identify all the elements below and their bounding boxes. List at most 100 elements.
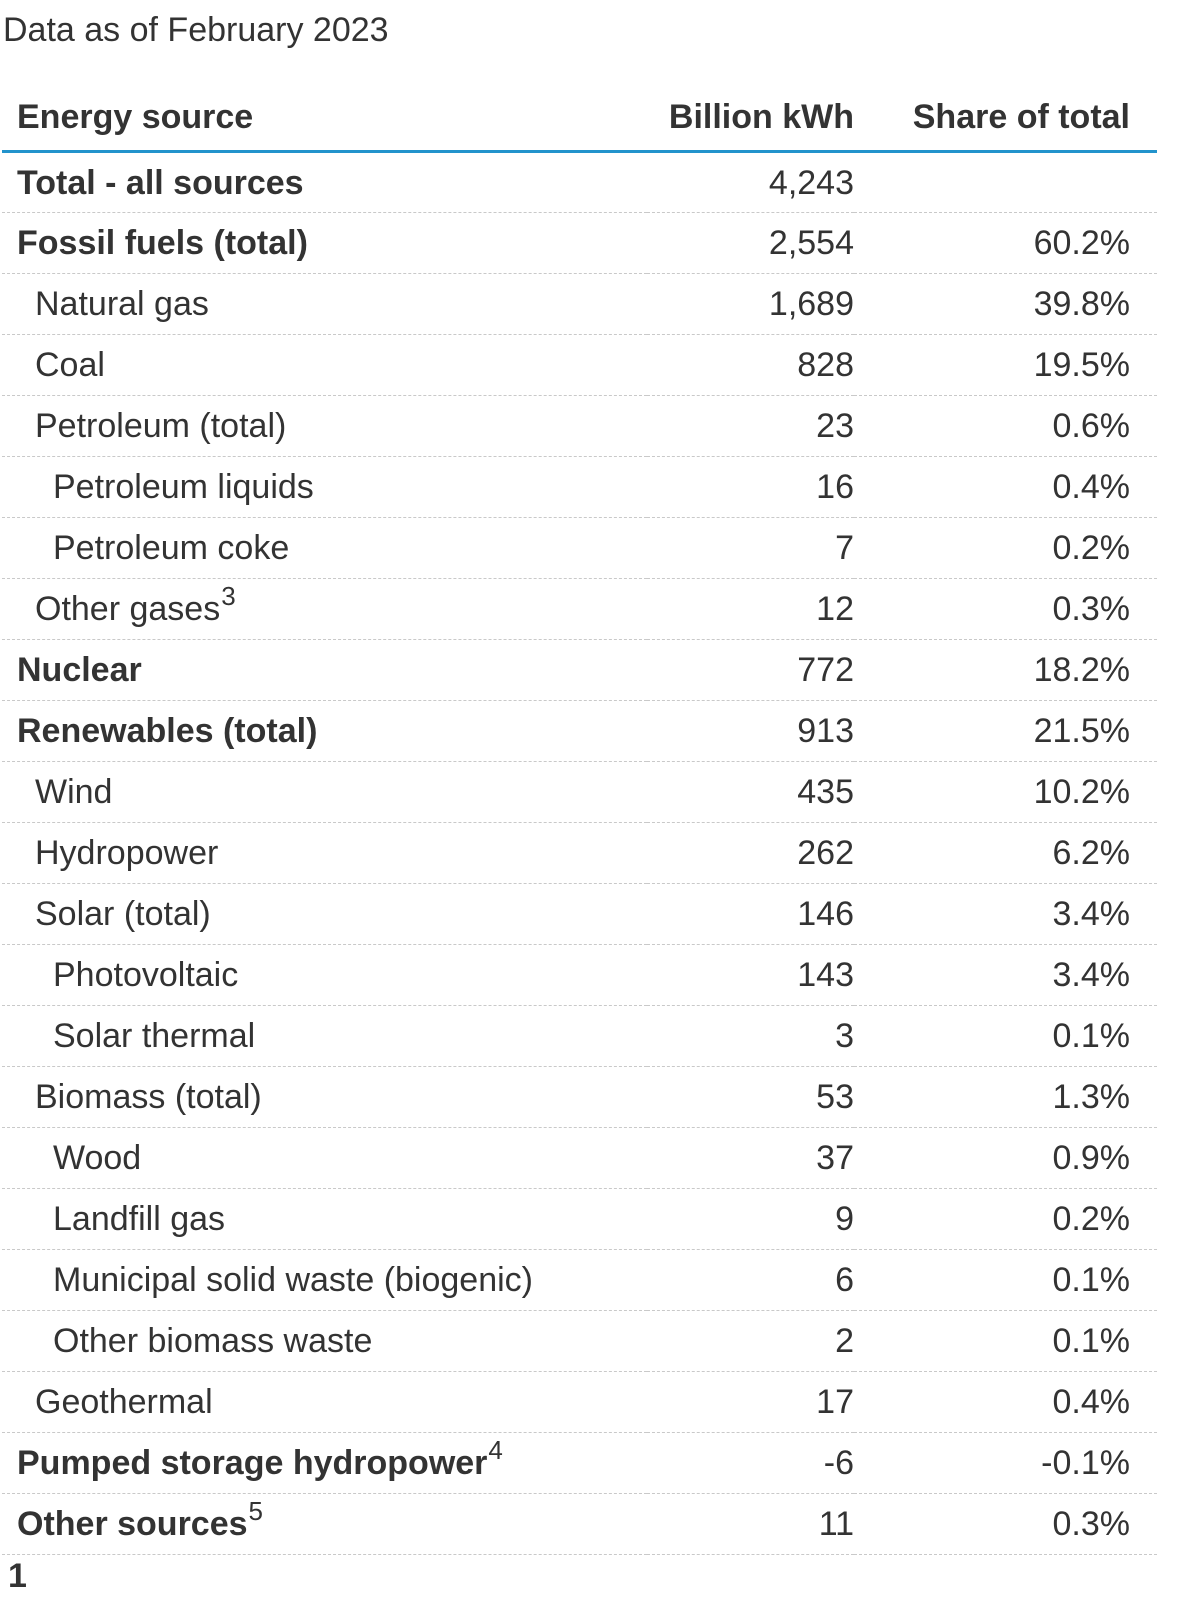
share-of-total-cell: 10.2% [854, 761, 1157, 823]
energy-source-cell: Petroleum (total) [2, 395, 647, 457]
footnote-ref: 3 [221, 580, 236, 611]
share-of-total-cell: 39.8% [854, 273, 1157, 335]
billion-kwh-cell: 7 [647, 517, 854, 579]
billion-kwh-cell: 9 [647, 1188, 854, 1250]
share-of-total-cell: 6.2% [854, 822, 1157, 884]
table-row: Petroleum (total) 23 0.6% [2, 395, 1157, 457]
billion-kwh-cell: 3 [647, 1005, 854, 1067]
energy-source-cell: Nuclear [2, 639, 647, 701]
col-header-energy-source: Energy source [2, 94, 647, 153]
billion-kwh-cell: 146 [647, 883, 854, 945]
generation-by-source-table: Energy source Billion kWh Share of total… [2, 94, 1157, 1555]
energy-source-cell: Petroleum coke [2, 517, 647, 579]
billion-kwh-cell: 11 [647, 1493, 854, 1555]
share-of-total-cell: 19.5% [854, 334, 1157, 396]
table-row: Hydropower 262 6.2% [2, 822, 1157, 884]
table-row: Petroleum liquids 16 0.4% [2, 456, 1157, 518]
table-row: Coal 828 19.5% [2, 334, 1157, 396]
table-row: Petroleum coke 7 0.2% [2, 517, 1157, 579]
table-row: Natural gas 1,689 39.8% [2, 273, 1157, 335]
share-of-total-cell: 1.3% [854, 1066, 1157, 1128]
billion-kwh-cell: 1,689 [647, 273, 854, 335]
billion-kwh-cell: 2 [647, 1310, 854, 1372]
billion-kwh-cell: 6 [647, 1249, 854, 1311]
share-of-total-cell: -0.1% [854, 1432, 1157, 1494]
footnote-ref: 5 [248, 1495, 263, 1526]
share-of-total-cell: 0.2% [854, 517, 1157, 579]
billion-kwh-cell: -6 [647, 1432, 854, 1494]
billion-kwh-cell: 828 [647, 334, 854, 396]
col-header-share-of-total: Share of total [854, 94, 1157, 153]
share-of-total-cell [854, 151, 1157, 213]
share-of-total-cell: 0.3% [854, 578, 1157, 640]
energy-source-cell: Biomass (total) [2, 1066, 647, 1128]
table-row: Other gases3 12 0.3% [2, 578, 1157, 640]
footnote-ref: 4 [488, 1434, 503, 1465]
energy-source-cell: Renewables (total) [2, 700, 647, 762]
energy-source-cell: Other biomass waste [2, 1310, 647, 1372]
energy-source-cell: Fossil fuels (total) [2, 212, 647, 274]
table-body: Total - all sources 4,243 Fossil fuels (to… [2, 151, 1157, 1555]
header-row: Energy source Billion kWh Share of total [2, 94, 1157, 153]
share-of-total-cell: 0.1% [854, 1249, 1157, 1311]
share-of-total-cell: 0.9% [854, 1127, 1157, 1189]
table-row: Landfill gas 9 0.2% [2, 1188, 1157, 1250]
table-row: Fossil fuels (total) 2,554 60.2% [2, 212, 1157, 274]
table-row: Pumped storage hydropower4 -6 -0.1% [2, 1432, 1157, 1494]
billion-kwh-cell: 4,243 [647, 151, 854, 213]
energy-source-cell: Landfill gas [2, 1188, 647, 1250]
share-of-total-cell: 60.2% [854, 212, 1157, 274]
table-row: Other biomass waste 2 0.1% [2, 1310, 1157, 1372]
billion-kwh-cell: 17 [647, 1371, 854, 1433]
energy-source-cell: Other sources5 [2, 1493, 647, 1555]
billion-kwh-cell: 12 [647, 578, 854, 640]
energy-source-cell: Solar (total) [2, 883, 647, 945]
table-row: Solar (total) 146 3.4% [2, 883, 1157, 945]
billion-kwh-cell: 16 [647, 456, 854, 518]
table-row: Wood 37 0.9% [2, 1127, 1157, 1189]
billion-kwh-cell: 772 [647, 639, 854, 701]
energy-source-cell: Wood [2, 1127, 647, 1189]
share-of-total-cell: 3.4% [854, 944, 1157, 1006]
table-row: Solar thermal 3 0.1% [2, 1005, 1157, 1067]
energy-source-cell: Geothermal [2, 1371, 647, 1433]
share-of-total-cell: 0.4% [854, 1371, 1157, 1433]
table-row: Photovoltaic 143 3.4% [2, 944, 1157, 1006]
billion-kwh-cell: 262 [647, 822, 854, 884]
energy-source-cell: Petroleum liquids [2, 456, 647, 518]
billion-kwh-cell: 913 [647, 700, 854, 762]
share-of-total-cell: 0.4% [854, 456, 1157, 518]
table-row: Total - all sources 4,243 [2, 151, 1157, 213]
table-row: Other sources5 11 0.3% [2, 1493, 1157, 1555]
energy-source-cell: Wind [2, 761, 647, 823]
energy-source-cell: Natural gas [2, 273, 647, 335]
data-as-of-label: Data as of February 2023 [3, 11, 389, 49]
billion-kwh-cell: 53 [647, 1066, 854, 1128]
table-row: Biomass (total) 53 1.3% [2, 1066, 1157, 1128]
energy-source-cell: Other gases3 [2, 578, 647, 640]
energy-source-cell: Photovoltaic [2, 944, 647, 1006]
share-of-total-cell: 0.6% [854, 395, 1157, 457]
table-row: Municipal solid waste (biogenic) 6 0.1% [2, 1249, 1157, 1311]
share-of-total-cell: 0.3% [854, 1493, 1157, 1555]
energy-source-cell: Coal [2, 334, 647, 396]
energy-source-cell: Solar thermal [2, 1005, 647, 1067]
share-of-total-cell: 0.1% [854, 1005, 1157, 1067]
billion-kwh-cell: 23 [647, 395, 854, 457]
share-of-total-cell: 0.2% [854, 1188, 1157, 1250]
billion-kwh-cell: 37 [647, 1127, 854, 1189]
table-row: Geothermal 17 0.4% [2, 1371, 1157, 1433]
billion-kwh-cell: 2,554 [647, 212, 854, 274]
footnote-marker: 1 [8, 1557, 27, 1595]
billion-kwh-cell: 435 [647, 761, 854, 823]
share-of-total-cell: 0.1% [854, 1310, 1157, 1372]
share-of-total-cell: 18.2% [854, 639, 1157, 701]
share-of-total-cell: 21.5% [854, 700, 1157, 762]
energy-source-cell: Municipal solid waste (biogenic) [2, 1249, 647, 1311]
energy-source-cell: Total - all sources [2, 151, 647, 213]
table-row: Nuclear 772 18.2% [2, 639, 1157, 701]
billion-kwh-cell: 143 [647, 944, 854, 1006]
col-header-billion-kwh: Billion kWh [647, 94, 854, 153]
energy-source-cell: Hydropower [2, 822, 647, 884]
